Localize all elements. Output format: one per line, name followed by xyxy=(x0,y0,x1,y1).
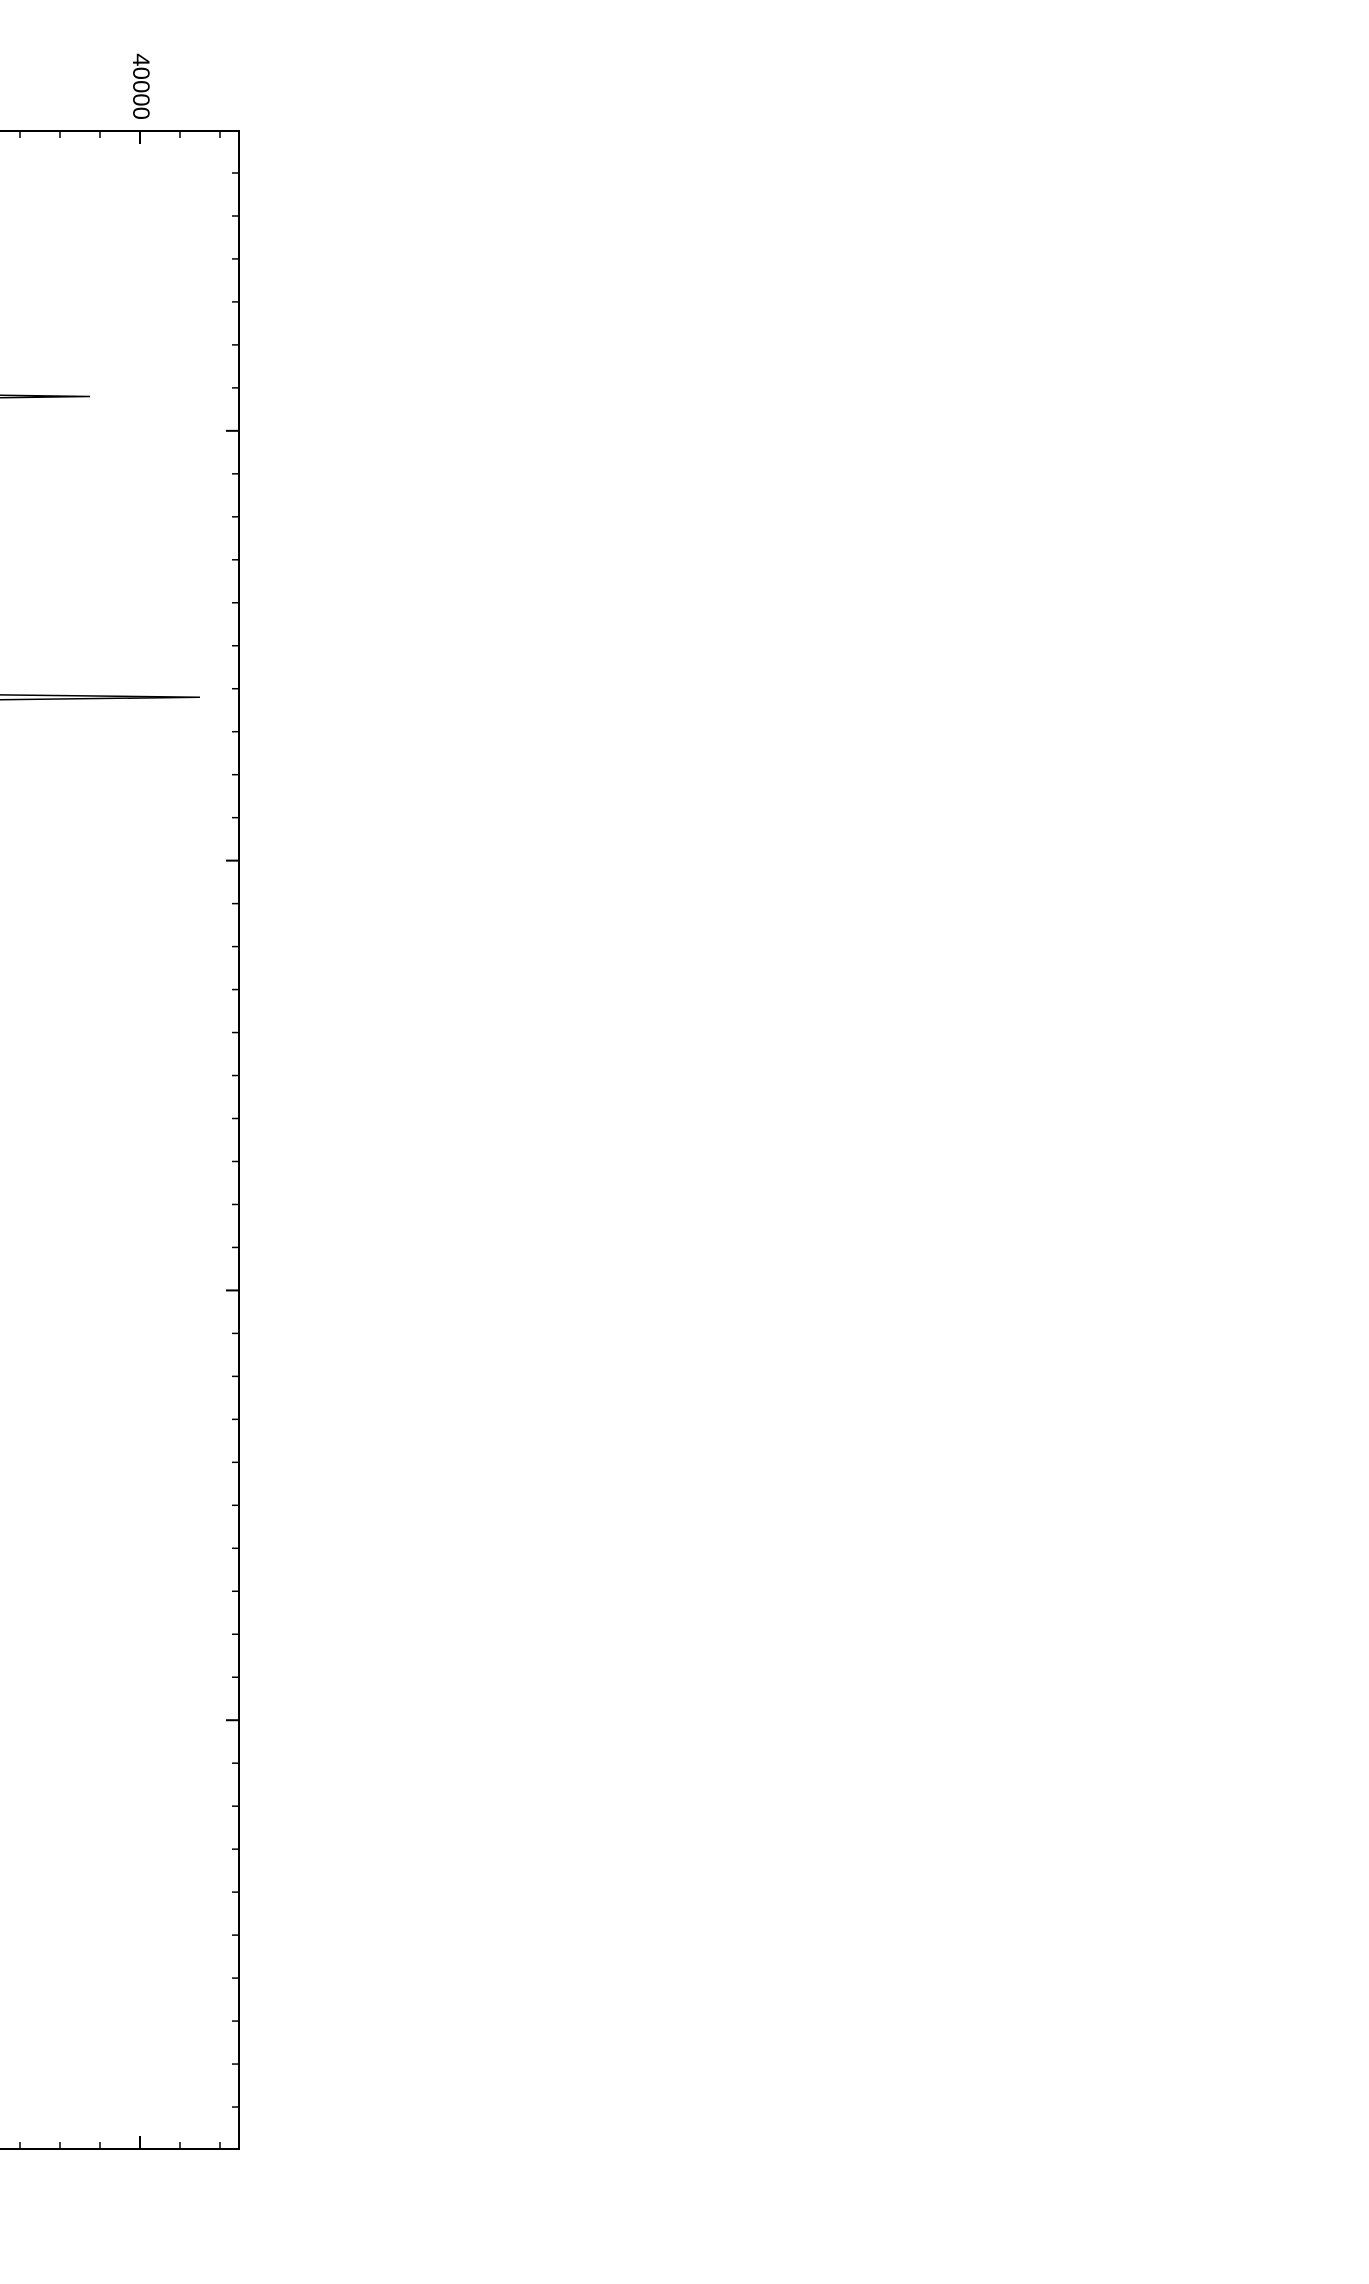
rotated-chart-area: 相对强度（Lin）（计数） 2- θ - 度量 3102030405001000… xyxy=(0,130,240,1130)
chart-container: 相对强度（Lin）（计数） 2- θ - 度量 3102030405001000… xyxy=(0,0,1369,2284)
spectrum-svg xyxy=(0,130,240,2150)
y-tick-label: 40000 xyxy=(126,30,154,120)
